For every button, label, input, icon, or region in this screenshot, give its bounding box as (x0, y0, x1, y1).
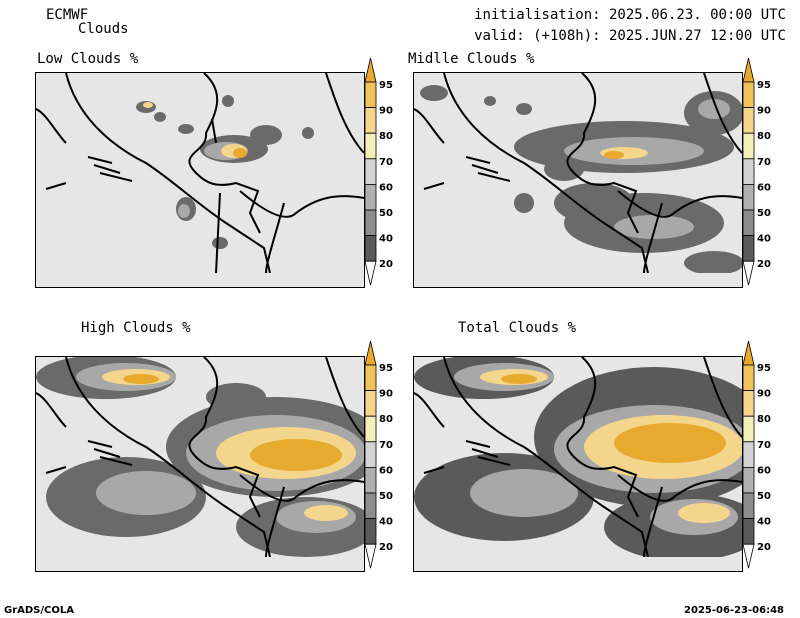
colorbar-tick-label: 90 (379, 106, 393, 117)
colorbar-tick-label: 80 (379, 131, 393, 142)
colorbar-segment (364, 158, 377, 185)
colorbar-bottom-triangle (364, 260, 377, 286)
colorbar-segment (742, 415, 755, 443)
colorbar-tick-label: 40 (757, 234, 771, 245)
colorbar-top-triangle (742, 340, 755, 366)
colorbar-bottom-triangle (364, 543, 377, 569)
colorbar-tick-label: 20 (757, 542, 771, 553)
colorbar-tick-label: 50 (379, 491, 393, 502)
colorbar-total: 95 90 80 70 60 50 40 20 (742, 340, 792, 577)
panel-title-high: High Clouds % (81, 320, 191, 336)
colorbar-segment (364, 364, 377, 392)
colorbar-tick-label: 40 (757, 517, 771, 528)
colorbar-segment (364, 441, 377, 468)
map-high-clouds (35, 356, 365, 572)
init-time: initialisation: 2025.06.23. 00:00 UTC (474, 7, 786, 23)
colorbar-tick-label: 20 (379, 259, 393, 270)
colorbar-segment (742, 441, 755, 468)
colorbar-segment (364, 390, 377, 417)
colorbar-tick-label: 80 (379, 414, 393, 425)
colorbar-tick-label: 90 (757, 389, 771, 400)
colorbar-segment (742, 518, 755, 545)
map-total-clouds (413, 356, 743, 572)
colorbar-segment (742, 209, 755, 237)
colorbar-segment (364, 132, 377, 160)
colorbar-tick-label: 95 (757, 80, 771, 91)
colorbar-segment (364, 184, 377, 211)
colorbar-tick-label: 70 (757, 440, 771, 451)
colorbar-segment (364, 518, 377, 545)
colorbar-segment (364, 107, 377, 134)
colorbar-segment (364, 235, 377, 262)
map-low-clouds (35, 72, 365, 288)
colorbar-tick-label: 40 (379, 234, 393, 245)
colorbar-tick-label: 50 (757, 491, 771, 502)
colorbar-svg: 95 90 80 70 60 50 40 20 (364, 340, 393, 569)
colorbar-tick-label: 90 (757, 106, 771, 117)
colorbar-tick-label: 95 (757, 363, 771, 374)
colorbar-tick-label: 40 (379, 517, 393, 528)
panel-title-low: Low Clouds % (37, 51, 139, 67)
colorbar-bottom-triangle (742, 543, 755, 569)
colorbar-tick-label: 90 (379, 389, 393, 400)
colorbar-segment (364, 467, 377, 494)
colorbar-svg: 95 90 80 70 60 50 40 20 (742, 340, 771, 569)
colorbar-tick-label: 80 (757, 414, 771, 425)
colorbar-segment (364, 209, 377, 237)
valid-time: valid: (+108h): 2025.JUN.27 12:00 UTC (474, 28, 786, 44)
colorbar-segment (742, 107, 755, 134)
colorbar-segment (742, 364, 755, 392)
colorbar-bottom-triangle (742, 260, 755, 286)
colorbar-top-triangle (742, 57, 755, 83)
colorbar-segment (364, 415, 377, 443)
colorbar-tick-label: 60 (757, 182, 771, 193)
colorbar-tick-label: 20 (757, 259, 771, 270)
colorbar-top-triangle (364, 57, 377, 83)
colorbar-segment (742, 158, 755, 185)
colorbar-middle: 95 90 80 70 60 50 40 20 (742, 57, 792, 294)
footer-left: GrADS/COLA (4, 605, 74, 616)
colorbar-top-triangle (364, 340, 377, 366)
colorbar-tick-label: 60 (379, 465, 393, 476)
colorbar-segment (742, 81, 755, 109)
panel-title-total: Total Clouds % (458, 320, 577, 336)
colorbar-segment (742, 235, 755, 262)
colorbar-tick-label: 70 (379, 157, 393, 168)
colorbar-tick-label: 50 (379, 208, 393, 219)
colorbar-segment (742, 492, 755, 520)
colorbar-high: 95 90 80 70 60 50 40 20 (364, 340, 414, 577)
colorbar-tick-label: 95 (379, 363, 393, 374)
colorbar-tick-label: 80 (757, 131, 771, 142)
colorbar-tick-label: 60 (379, 182, 393, 193)
colorbar-segment (742, 184, 755, 211)
colorbar-tick-label: 70 (379, 440, 393, 451)
colorbar-segment (364, 81, 377, 109)
map-middle-clouds (413, 72, 743, 288)
colorbar-svg: 95 90 80 70 60 50 40 20 (364, 57, 393, 286)
colorbar-tick-label: 70 (757, 157, 771, 168)
colorbar-segment (742, 132, 755, 160)
product-label: Clouds (78, 21, 129, 37)
colorbar-tick-label: 60 (757, 465, 771, 476)
colorbar-segment (742, 467, 755, 494)
footer-right: 2025-06-23-06:48 (684, 605, 784, 616)
panel-title-middle: Midlle Clouds % (408, 51, 535, 67)
colorbar-tick-label: 95 (379, 80, 393, 91)
colorbar-tick-label: 20 (379, 542, 393, 553)
model-label: ECMWF (46, 7, 89, 23)
colorbar-segment (364, 492, 377, 520)
colorbar-segment (742, 390, 755, 417)
colorbar-low: 95 90 80 70 60 50 40 20 (364, 57, 414, 294)
colorbar-svg: 95 90 80 70 60 50 40 20 (742, 57, 771, 286)
colorbar-tick-label: 50 (757, 208, 771, 219)
